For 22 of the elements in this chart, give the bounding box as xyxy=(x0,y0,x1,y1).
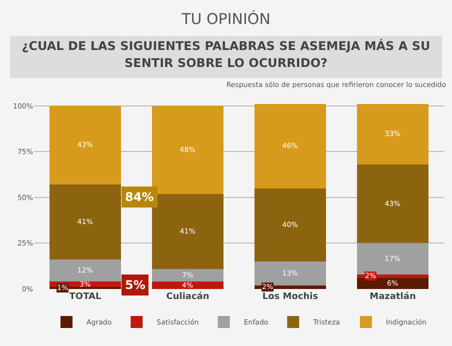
bar xyxy=(152,268,224,282)
bar xyxy=(356,104,429,164)
bar xyxy=(254,104,326,188)
bar xyxy=(152,194,224,269)
annotation: 84% xyxy=(125,190,154,204)
bar xyxy=(356,278,429,289)
bar xyxy=(356,243,429,274)
annotation: 5% xyxy=(125,278,146,292)
bar xyxy=(49,260,122,282)
x-tick-label: Mazatlán xyxy=(370,291,416,302)
bar xyxy=(152,282,224,289)
bar xyxy=(356,164,429,244)
bar xyxy=(152,106,224,194)
chart-title: TU OPINIÓN xyxy=(180,10,272,28)
bar xyxy=(49,106,122,185)
bar xyxy=(254,188,326,262)
chart-subtitle: ¿CUAL DE LAS SIGUIENTES PALABRAS SE ASEMEJA MÁS A SU SENTIR SOBRE LO OCURRIDO? xyxy=(10,36,442,78)
x-tick-label: Los Mochis xyxy=(262,292,318,302)
x-tick-label: Culiacán xyxy=(166,291,210,302)
x-tick-label: TOTAL xyxy=(69,292,102,302)
bar xyxy=(254,262,326,286)
bar xyxy=(49,184,122,260)
